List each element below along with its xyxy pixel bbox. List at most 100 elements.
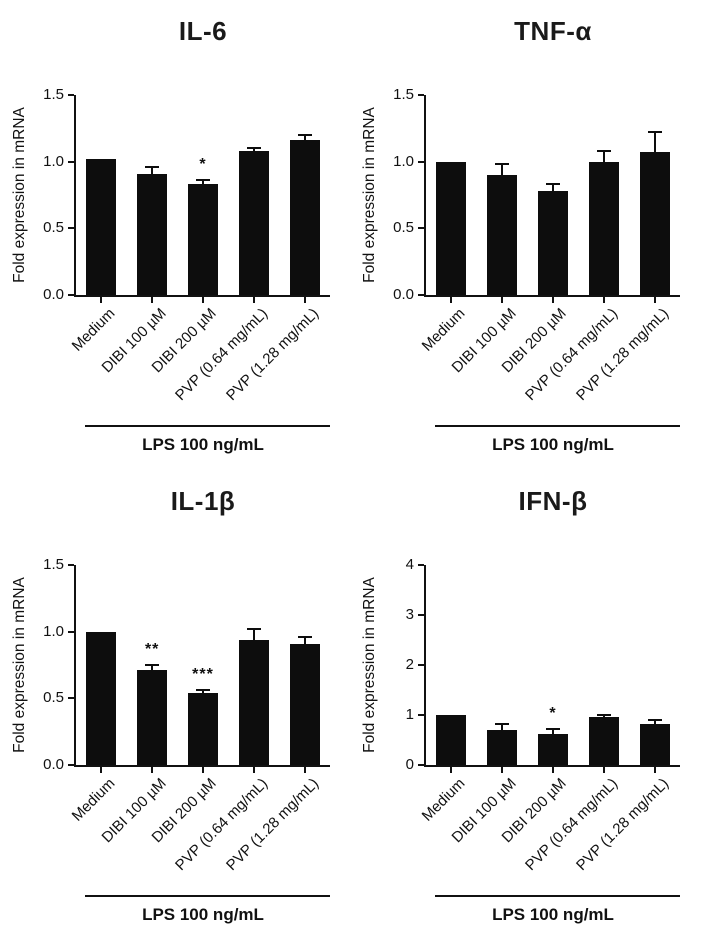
y-tick-label: 2 xyxy=(405,656,414,673)
x-tick xyxy=(252,767,255,773)
plot-area-il1-beta: 0.0 0.5 1.0 1.5 Medium ** DIBI 100 µM *** DIBI 2… xyxy=(0,470,350,940)
x-tick xyxy=(100,297,103,303)
y-axis-line xyxy=(74,95,76,295)
error-bar-stem xyxy=(602,151,605,162)
x-tick xyxy=(602,767,605,773)
group-underline xyxy=(85,425,330,427)
y-tick-label: 0.5 xyxy=(43,689,64,707)
bar xyxy=(487,175,518,295)
bar xyxy=(588,161,619,295)
plot-area-tnf-alpha: 0.0 0.5 1.0 1.5 Medium DIBI 100 µM DIBI 200 µM… xyxy=(350,0,700,470)
group-label: LPS 100 ng/mL xyxy=(492,905,614,924)
y-tick xyxy=(418,714,424,716)
y-tick xyxy=(418,160,424,163)
error-bar-cap xyxy=(647,131,662,134)
plot-area-il6: 0.0 0.5 1.0 1.5 Medium DIBI 100 µM * DIBI 200 µ… xyxy=(0,0,350,470)
chart-title-ifn-beta: IFN-β xyxy=(518,486,588,516)
x-category-label: PVP (1.28 mg/mL) xyxy=(572,775,672,875)
chart-panel-il6: IL-6 Fold expression in mRNA 0.0 0.5 1.0 1.… xyxy=(0,0,350,470)
error-bar-stem xyxy=(151,167,154,174)
error-bar-stem xyxy=(653,720,656,724)
chart-title-il6: IL-6 xyxy=(178,16,228,46)
error-bar-stem xyxy=(202,180,204,185)
y-tick xyxy=(68,764,74,766)
y-tick xyxy=(418,294,424,296)
x-tick xyxy=(552,297,554,303)
x-category-label: PVP (1.28 mg/mL) xyxy=(222,305,322,405)
chart-title-il1-beta: IL-1β xyxy=(170,486,236,516)
x-tick xyxy=(151,767,154,773)
error-bar-cap xyxy=(297,134,312,136)
y-tick-label: 1.0 xyxy=(43,622,64,640)
bar xyxy=(436,161,467,295)
error-bar-stem xyxy=(653,132,656,153)
y-tick xyxy=(68,94,74,96)
x-tick xyxy=(501,297,504,303)
error-bar-stem xyxy=(552,729,554,734)
y-tick-label: 1.0 xyxy=(393,152,414,170)
bar xyxy=(188,184,218,295)
y-tick xyxy=(68,630,74,633)
error-bar-cap xyxy=(647,719,662,721)
bar xyxy=(639,723,670,765)
error-bar-stem xyxy=(202,690,204,693)
error-bar-cap xyxy=(196,689,210,692)
x-tick xyxy=(501,767,504,773)
error-bar-cap xyxy=(145,664,160,666)
x-axis-line xyxy=(424,295,680,297)
bar xyxy=(86,631,117,765)
bar xyxy=(86,159,117,295)
y-tick-label: 0.5 xyxy=(43,219,64,237)
bar xyxy=(639,152,670,295)
x-category-label: PVP (0.64 mg/mL) xyxy=(521,305,621,405)
x-category-label: Medium xyxy=(418,305,469,355)
x-tick xyxy=(450,767,453,773)
group-underline xyxy=(85,895,330,897)
y-tick-label: 0 xyxy=(405,756,414,773)
bar xyxy=(436,715,467,765)
y-axis-line xyxy=(424,95,426,295)
y-tick xyxy=(418,664,424,666)
error-bar-stem xyxy=(252,629,255,640)
y-tick-label: 1.0 xyxy=(43,152,64,170)
y-tick-label: 1 xyxy=(405,706,414,723)
bar xyxy=(137,670,168,765)
x-category-label: PVP (0.64 mg/mL) xyxy=(521,775,621,875)
bar xyxy=(538,191,568,295)
significance-asterisk: *** xyxy=(192,666,214,684)
y-tick-label: 3 xyxy=(405,606,414,623)
error-bar-stem xyxy=(602,714,605,717)
bar xyxy=(289,643,320,765)
bar xyxy=(289,140,320,295)
y-tick xyxy=(68,294,74,296)
error-bar-stem xyxy=(252,148,255,151)
x-category-label: Medium xyxy=(68,775,119,825)
error-bar-cap xyxy=(246,147,261,150)
bar xyxy=(588,717,619,765)
error-bar-cap xyxy=(495,722,510,725)
x-axis-line xyxy=(74,765,330,767)
chart-panel-ifn-beta: IFN-β Fold expression in mRNA 0 1 2 3 4 Mediu… xyxy=(350,470,700,940)
error-bar-stem xyxy=(303,135,306,141)
bar xyxy=(238,639,269,765)
x-tick xyxy=(151,297,154,303)
group-label: LPS 100 ng/mL xyxy=(492,435,614,454)
significance-asterisk: * xyxy=(199,156,207,174)
plot-area-ifn-beta: 0 1 2 3 4 Medium DIBI 100 µM * DIBI 200 µM PVP (0… xyxy=(350,470,700,940)
bar xyxy=(137,173,168,295)
group-label: LPS 100 ng/mL xyxy=(142,905,264,924)
error-bar-stem xyxy=(501,723,504,730)
y-tick xyxy=(68,160,74,163)
error-bar-stem xyxy=(552,184,554,191)
x-tick xyxy=(653,297,656,303)
chart-panel-tnf-alpha: TNF-α Fold expression in mRNA 0.0 0.5 1.0 1… xyxy=(350,0,700,470)
significance-asterisk: * xyxy=(549,705,557,722)
x-tick xyxy=(252,297,255,303)
group-label: LPS 100 ng/mL xyxy=(142,435,264,454)
chart-panel-il1-beta: IL-1β Fold expression in mRNA 0.0 0.5 1.0 1… xyxy=(0,470,350,940)
y-tick-label: 0.5 xyxy=(393,219,414,237)
group-underline xyxy=(435,895,680,897)
x-tick xyxy=(602,297,605,303)
x-axis-line xyxy=(74,295,330,297)
